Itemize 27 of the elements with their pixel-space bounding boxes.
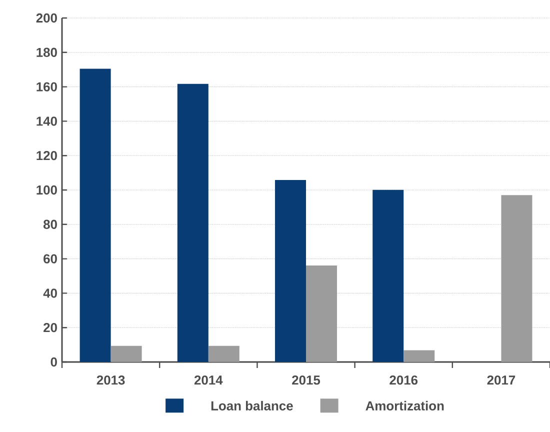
y-tick-label: 120 [36, 151, 57, 160]
x-tick-label: 2015 [292, 376, 320, 385]
x-tick-label: 2016 [390, 376, 418, 385]
bar [306, 266, 338, 362]
y-tick-label: 0 [50, 357, 57, 367]
legend-label: Loan balance [211, 400, 293, 410]
y-tick-label: 140 [36, 116, 57, 126]
bar [275, 180, 306, 362]
bar [80, 68, 111, 362]
y-tick-label: 160 [36, 82, 57, 92]
y-tick-label: 60 [44, 254, 57, 264]
bar [110, 346, 142, 362]
bar [404, 350, 435, 362]
y-tick-label: 100 [36, 185, 57, 195]
x-tick-label: 2017 [487, 376, 516, 385]
y-tick-label: 20 [44, 323, 57, 332]
y-tick-label: 40 [43, 288, 57, 298]
bar [372, 190, 404, 362]
y-tick-label: 80 [43, 220, 57, 229]
y-tick-label: 180 [36, 48, 57, 57]
x-tick-label: 2013 [96, 376, 125, 385]
bar [208, 346, 240, 362]
bar [177, 84, 208, 362]
y-tick-label: 200 [36, 13, 57, 23]
bar [501, 195, 532, 362]
x-tick-label: 2014 [194, 376, 223, 385]
legend-label: Amortization [366, 400, 444, 410]
